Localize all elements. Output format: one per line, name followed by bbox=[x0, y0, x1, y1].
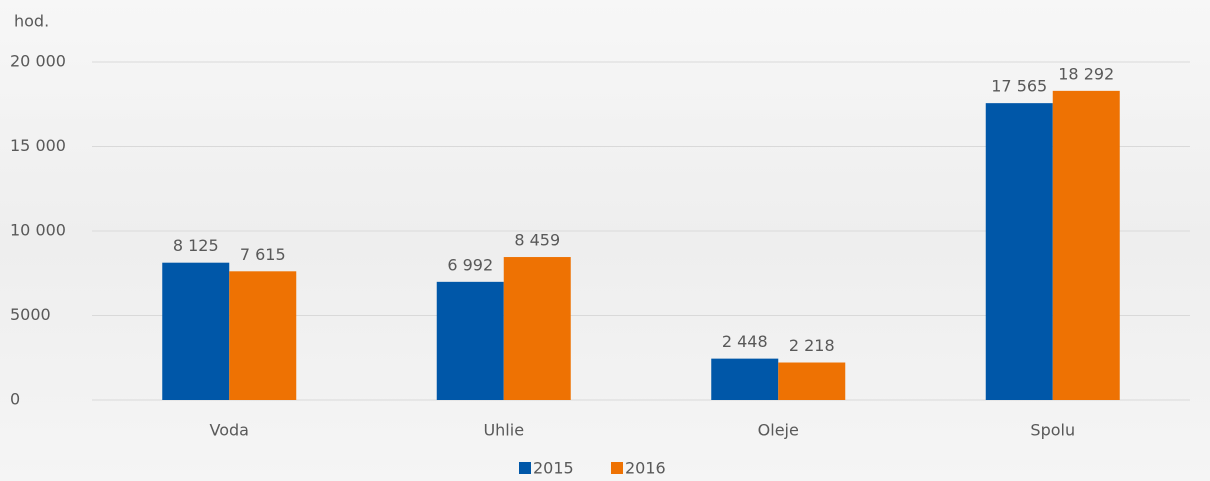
bar bbox=[778, 362, 846, 400]
bar bbox=[436, 281, 504, 400]
bar bbox=[711, 358, 779, 400]
data-label: 7 615 bbox=[240, 245, 286, 264]
y-tick-label: 5000 bbox=[10, 305, 51, 324]
data-label: 17 565 bbox=[991, 77, 1047, 96]
legend-swatch bbox=[519, 462, 531, 474]
bar bbox=[1052, 90, 1120, 400]
data-label: 2 448 bbox=[722, 332, 768, 351]
data-label: 18 292 bbox=[1058, 64, 1114, 83]
y-axis-title: hod. bbox=[14, 12, 49, 31]
y-tick-label: 0 bbox=[10, 390, 20, 409]
y-tick-label: 20 000 bbox=[10, 52, 66, 71]
legend-label: 2015 bbox=[533, 459, 574, 478]
data-label: 8 459 bbox=[514, 231, 560, 250]
bar bbox=[503, 257, 571, 400]
data-label: 8 125 bbox=[173, 236, 219, 255]
y-tick-label: 10 000 bbox=[10, 221, 66, 240]
legend-swatch bbox=[611, 462, 623, 474]
data-label: 6 992 bbox=[447, 255, 493, 274]
data-label: 2 218 bbox=[789, 336, 835, 355]
x-tick-label: Voda bbox=[210, 421, 249, 440]
bar bbox=[162, 262, 230, 400]
legend-label: 2016 bbox=[625, 459, 666, 478]
x-tick-label: Uhlie bbox=[483, 421, 524, 440]
y-tick-label: 15 000 bbox=[10, 136, 66, 155]
bar bbox=[229, 271, 297, 400]
bar bbox=[985, 103, 1053, 401]
x-tick-label: Oleje bbox=[758, 421, 799, 440]
x-tick-label: Spolu bbox=[1030, 421, 1075, 440]
